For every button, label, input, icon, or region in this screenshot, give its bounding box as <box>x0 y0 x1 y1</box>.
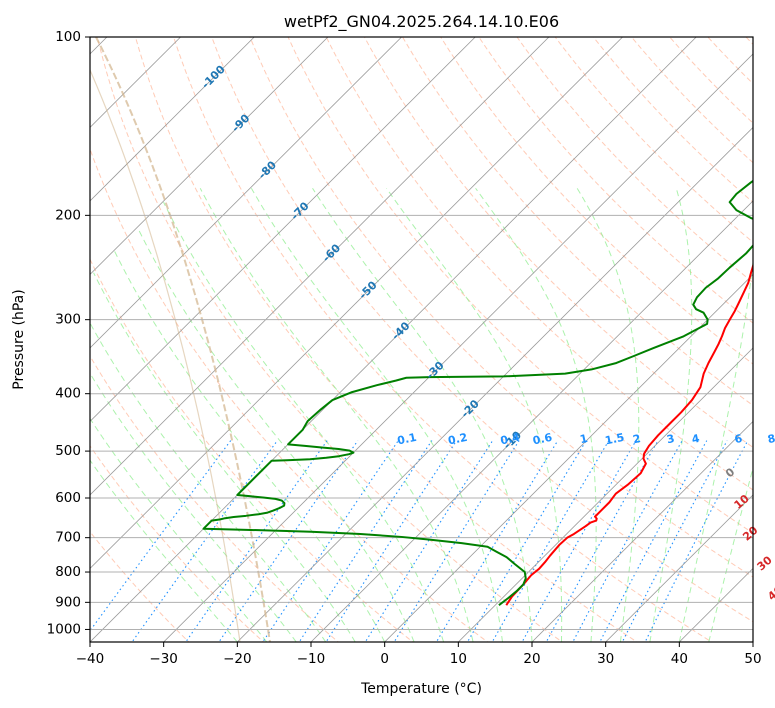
moist-adiabat-label: 30 <box>755 553 775 573</box>
y-tick-label: 700 <box>55 530 81 546</box>
isotherm-line <box>384 273 753 642</box>
moist-adiabat <box>93 272 356 642</box>
x-tick-label: 50 <box>744 651 761 667</box>
x-tick-label: 10 <box>450 651 467 667</box>
mixing-ratio-label: 1 <box>579 432 589 446</box>
temperature-profile <box>505 262 753 606</box>
mixing-ratio-line <box>572 440 683 642</box>
isotherm-line <box>90 37 550 496</box>
x-tick-label: 0 <box>380 651 389 667</box>
axes: −40 −30 −20 −10 0 10 20 30 40 5010020030040050060… <box>47 29 762 667</box>
isotherm-line <box>163 53 753 642</box>
moist-adiabat <box>114 251 386 642</box>
isotherm-line <box>90 37 329 275</box>
mixing-ratio-label: 0.2 <box>447 431 469 448</box>
moist-adiabat <box>678 257 753 642</box>
mixing-ratio-line <box>364 440 494 642</box>
dry-adiabat <box>401 37 753 407</box>
isotherm-line <box>237 126 753 642</box>
mixing-ratio-line <box>545 440 659 642</box>
x-tick-label: −40 <box>76 651 105 667</box>
isotherm-line <box>458 347 753 642</box>
y-tick-label: 300 <box>55 312 81 328</box>
y-tick-label: 100 <box>55 29 81 45</box>
mixing-ratio-label: 0.1 <box>396 431 418 448</box>
dry-adiabat <box>363 37 753 448</box>
y-tick-label: 500 <box>55 443 81 459</box>
mixing-ratio-line <box>521 440 637 642</box>
y-tick-label: 1000 <box>47 621 81 637</box>
dry-adiabat <box>287 37 753 534</box>
plot-frame <box>89 36 754 643</box>
mixing-ratio-label: 6 <box>733 432 744 446</box>
y-tick-label: 600 <box>55 490 81 506</box>
x-tick-label: 40 <box>671 651 688 667</box>
moist-adiabat <box>163 201 445 642</box>
x-tick-label: 20 <box>523 651 540 667</box>
dry-adiabat <box>173 37 713 642</box>
mixing-ratio-line <box>599 440 708 642</box>
isotherm-line <box>605 494 753 642</box>
y-tick-label: 400 <box>55 386 81 402</box>
y-tick-label: 800 <box>55 564 81 580</box>
mixing-ratio-label: 4 <box>691 432 702 446</box>
chart-title: wetPf2_GN04.2025.264.14.10.E06 <box>284 12 559 32</box>
dry-adiabat <box>440 37 753 365</box>
moist-adiabat <box>90 459 238 642</box>
mixing-ratio-label: 2 <box>632 432 642 446</box>
moist-adiabat <box>576 187 640 642</box>
isotherm-line <box>90 37 476 423</box>
x-tick-label: −10 <box>297 651 326 667</box>
y-axis-label: Pressure (hPa) <box>11 289 27 389</box>
x-axis-label: Temperature (°C) <box>360 681 482 697</box>
x-tick-label: −30 <box>149 651 178 667</box>
moist-adiabat <box>250 187 504 642</box>
dewpoint-profile <box>202 179 753 606</box>
moist-adiabat <box>137 227 415 642</box>
mixing-ratio-label: 3 <box>666 432 676 446</box>
mixing-ratio-line <box>621 440 728 642</box>
sounding-profiles <box>202 179 753 606</box>
mixing-ratio-line <box>185 440 328 642</box>
mixing-ratio-label: 0.6 <box>532 431 554 448</box>
mixing-ratio-line <box>90 440 232 632</box>
dry-adiabat <box>249 37 753 578</box>
x-tick-label: 30 <box>597 651 614 667</box>
isotherm-line <box>752 641 753 642</box>
isotherm-line <box>90 37 623 570</box>
mixing-ratio-label: 8 <box>766 432 775 446</box>
moist-adiabat <box>649 188 693 642</box>
moist-adiabat <box>199 188 474 642</box>
mixing-ratio-line <box>644 440 749 642</box>
dry-adiabat <box>771 24 775 645</box>
mixing-ratio-line <box>435 440 559 642</box>
x-tick-label: −20 <box>223 651 252 667</box>
y-tick-label: 900 <box>55 594 81 610</box>
isotherm-line <box>90 37 255 202</box>
isotherm-line <box>310 200 753 642</box>
plot-background <box>90 37 753 642</box>
moist-adiabat <box>386 187 563 642</box>
isotherm-line <box>90 37 697 642</box>
moist-adiabat <box>475 187 597 642</box>
cape-curve-secondary <box>90 69 241 642</box>
mixing-ratio-label: 1.5 <box>604 431 626 448</box>
mixing-ratio-label: 0.4 <box>499 431 521 448</box>
y-tick-label: 200 <box>55 207 81 223</box>
mixing-ratio-line <box>218 440 359 642</box>
isotherm-line <box>531 420 753 642</box>
dry-adiabat <box>325 37 753 491</box>
background-reference-lines <box>90 24 775 645</box>
moist-adiabat-label: 40 <box>765 583 775 603</box>
isotherm-line <box>90 37 402 349</box>
mixing-ratio-line <box>491 440 610 642</box>
